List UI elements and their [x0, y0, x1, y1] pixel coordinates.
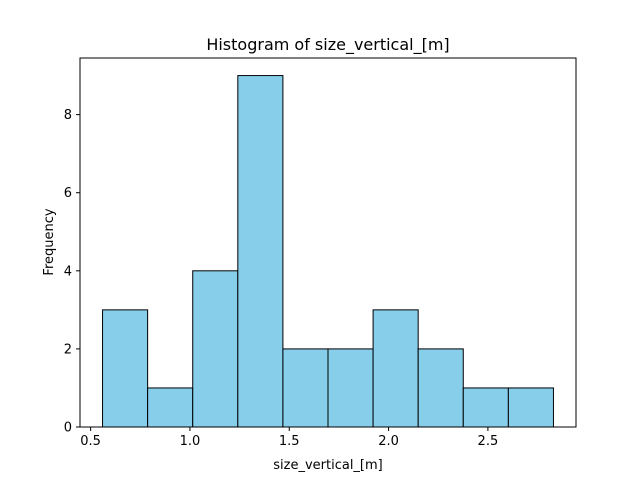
histogram-bar-3 — [192, 270, 239, 428]
y-axis-ticks: 0 2 4 6 8 — [64, 108, 80, 436]
histogram-bar-2 — [147, 387, 194, 428]
histogram-bar-10 — [507, 387, 554, 428]
y-tick-label: 4 — [64, 264, 72, 279]
histogram-bar-9 — [462, 387, 509, 428]
x-axis-label: size_vertical_[m] — [273, 458, 382, 473]
x-tick-label: 2.5 — [478, 434, 499, 449]
y-tick-label: 8 — [64, 108, 72, 123]
plot-frame — [79, 57, 577, 428]
chart-title: Histogram of size_vertical_[m] — [206, 35, 449, 55]
histogram-bar-4 — [237, 75, 284, 428]
x-tick-label: 1.0 — [180, 434, 201, 449]
histogram-bar-8 — [417, 348, 464, 428]
x-tick-label: 1.5 — [279, 434, 300, 449]
histogram-bars — [102, 75, 554, 428]
histogram-bar-1 — [102, 309, 149, 428]
x-axis-ticks: 0.5 1.0 1.5 2.0 2.5 — [80, 427, 498, 449]
y-tick-label: 6 — [64, 186, 72, 201]
y-tick-label: 2 — [64, 342, 72, 357]
y-tick-label: 0 — [64, 421, 72, 436]
x-tick-label: 0.5 — [80, 434, 101, 449]
y-axis-label: Frequency — [42, 208, 57, 275]
histogram-bar-6 — [327, 348, 374, 428]
x-tick-label: 2.0 — [378, 434, 399, 449]
histogram-bar-5 — [282, 348, 329, 428]
histogram-bar-7 — [372, 309, 419, 428]
